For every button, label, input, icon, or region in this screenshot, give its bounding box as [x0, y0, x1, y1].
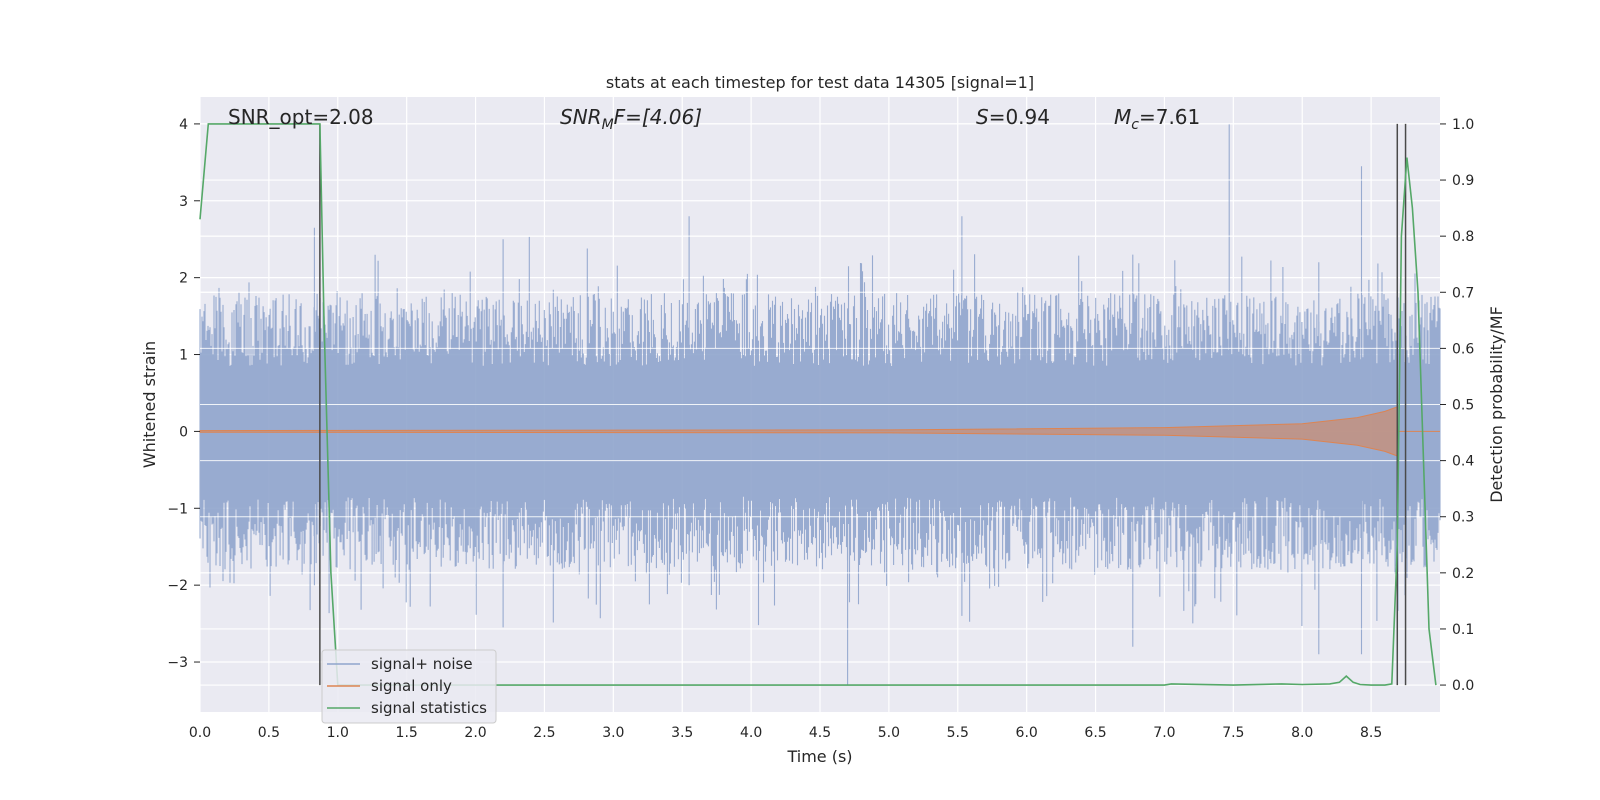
- y-right-tick-label: 0.2: [1452, 566, 1474, 582]
- x-tick-label: 4.5: [809, 725, 831, 741]
- x-ticks: 0.0 0.5 1.0 1.5 2.0 2.5 3.0 3.5 4.0 4.5 5.0 5.5 6.0 6…: [189, 725, 1382, 741]
- y-right-tick-label: 1.0: [1452, 117, 1474, 133]
- mc-rest: =7.61: [1139, 105, 1200, 129]
- y-right-tick-label: 0.6: [1452, 341, 1474, 357]
- x-tick-label: 7.0: [1153, 725, 1175, 741]
- x-axis-label: Time (s): [786, 747, 852, 766]
- vertical-markers: [319, 123, 1407, 686]
- x-tick-label: 1.5: [396, 725, 418, 741]
- y-axis-label-right: Detection probability/MF: [1487, 306, 1506, 503]
- mc-sub: c: [1131, 117, 1139, 133]
- x-tick-label: 5.5: [947, 725, 969, 741]
- x-tick-label: 0.5: [258, 725, 280, 741]
- legend: signal+ noise signal only signal statist…: [321, 649, 497, 724]
- y-right-ticks: 0.0 0.1 0.2 0.3 0.4 0.5 0.6 0.7 0.8 0.9 1.0: [1440, 117, 1474, 694]
- annotation-snr-opt: SNR_opt=2.08: [228, 105, 374, 129]
- legend-label-noise: signal+ noise: [371, 655, 473, 673]
- snr-mf-base: SNR: [560, 105, 602, 129]
- annotation-s: S=0.94: [976, 105, 1050, 129]
- y-right-tick-label: 0.8: [1452, 229, 1474, 245]
- x-tick-label: 3.0: [602, 725, 624, 741]
- x-tick-label: 1.0: [327, 725, 349, 741]
- chart-title: stats at each timestep for test data 143…: [606, 73, 1034, 92]
- x-tick-label: 2.5: [533, 725, 555, 741]
- x-tick-label: 5.0: [878, 725, 900, 741]
- annotation-mc: Mc=7.61: [1114, 105, 1200, 133]
- x-tick-label: 0.0: [189, 725, 211, 741]
- x-tick-label: 6.5: [1084, 725, 1106, 741]
- x-tick-label: 8.0: [1291, 725, 1313, 741]
- y-left-tick-label: −3: [167, 655, 188, 671]
- y-right-tick-label: 0.9: [1452, 173, 1474, 189]
- x-tick-label: 6.0: [1016, 725, 1038, 741]
- signal-noise-series: [199, 123, 1441, 686]
- x-tick-label: 2.0: [464, 725, 486, 741]
- x-tick-label: 4.0: [740, 725, 762, 741]
- y-right-tick-label: 0.0: [1452, 678, 1474, 694]
- y-left-tick-label: 4: [179, 117, 188, 133]
- snr-mf-sub: M: [602, 117, 614, 133]
- y-right-tick-label: 0.1: [1452, 622, 1474, 638]
- legend-label-statistics: signal statistics: [371, 699, 487, 717]
- s-var: S: [976, 105, 989, 129]
- signal-statistics-series: [199, 123, 1437, 686]
- y-left-ticks: −3 −2 −1 0 1 2 3 4: [167, 117, 200, 671]
- y-left-tick-label: 3: [179, 194, 188, 210]
- x-tick-label: 8.5: [1360, 725, 1382, 741]
- annotation-snr-mf: SNRMF=[4.06]: [560, 105, 702, 133]
- y-left-tick-label: 1: [179, 348, 188, 364]
- y-right-tick-label: 0.4: [1452, 454, 1474, 470]
- legend-box: [321, 649, 497, 724]
- s-rest: =0.94: [989, 105, 1050, 129]
- y-left-tick-label: 2: [179, 271, 188, 287]
- y-left-tick-label: 0: [179, 424, 188, 440]
- y-axis-label-left: Whitened strain: [140, 341, 159, 468]
- y-left-tick-label: −2: [167, 578, 188, 594]
- y-right-tick-label: 0.5: [1452, 398, 1474, 414]
- mc-var: M: [1114, 105, 1131, 129]
- y-left-tick-label: −1: [167, 501, 188, 517]
- y-right-tick-label: 0.3: [1452, 510, 1474, 526]
- x-tick-label: 7.5: [1222, 725, 1244, 741]
- x-tick-label: 3.5: [671, 725, 693, 741]
- legend-label-signal: signal only: [371, 677, 452, 695]
- y-right-tick-label: 0.7: [1452, 285, 1474, 301]
- snr-mf-rest: F=[4.06]: [614, 105, 702, 129]
